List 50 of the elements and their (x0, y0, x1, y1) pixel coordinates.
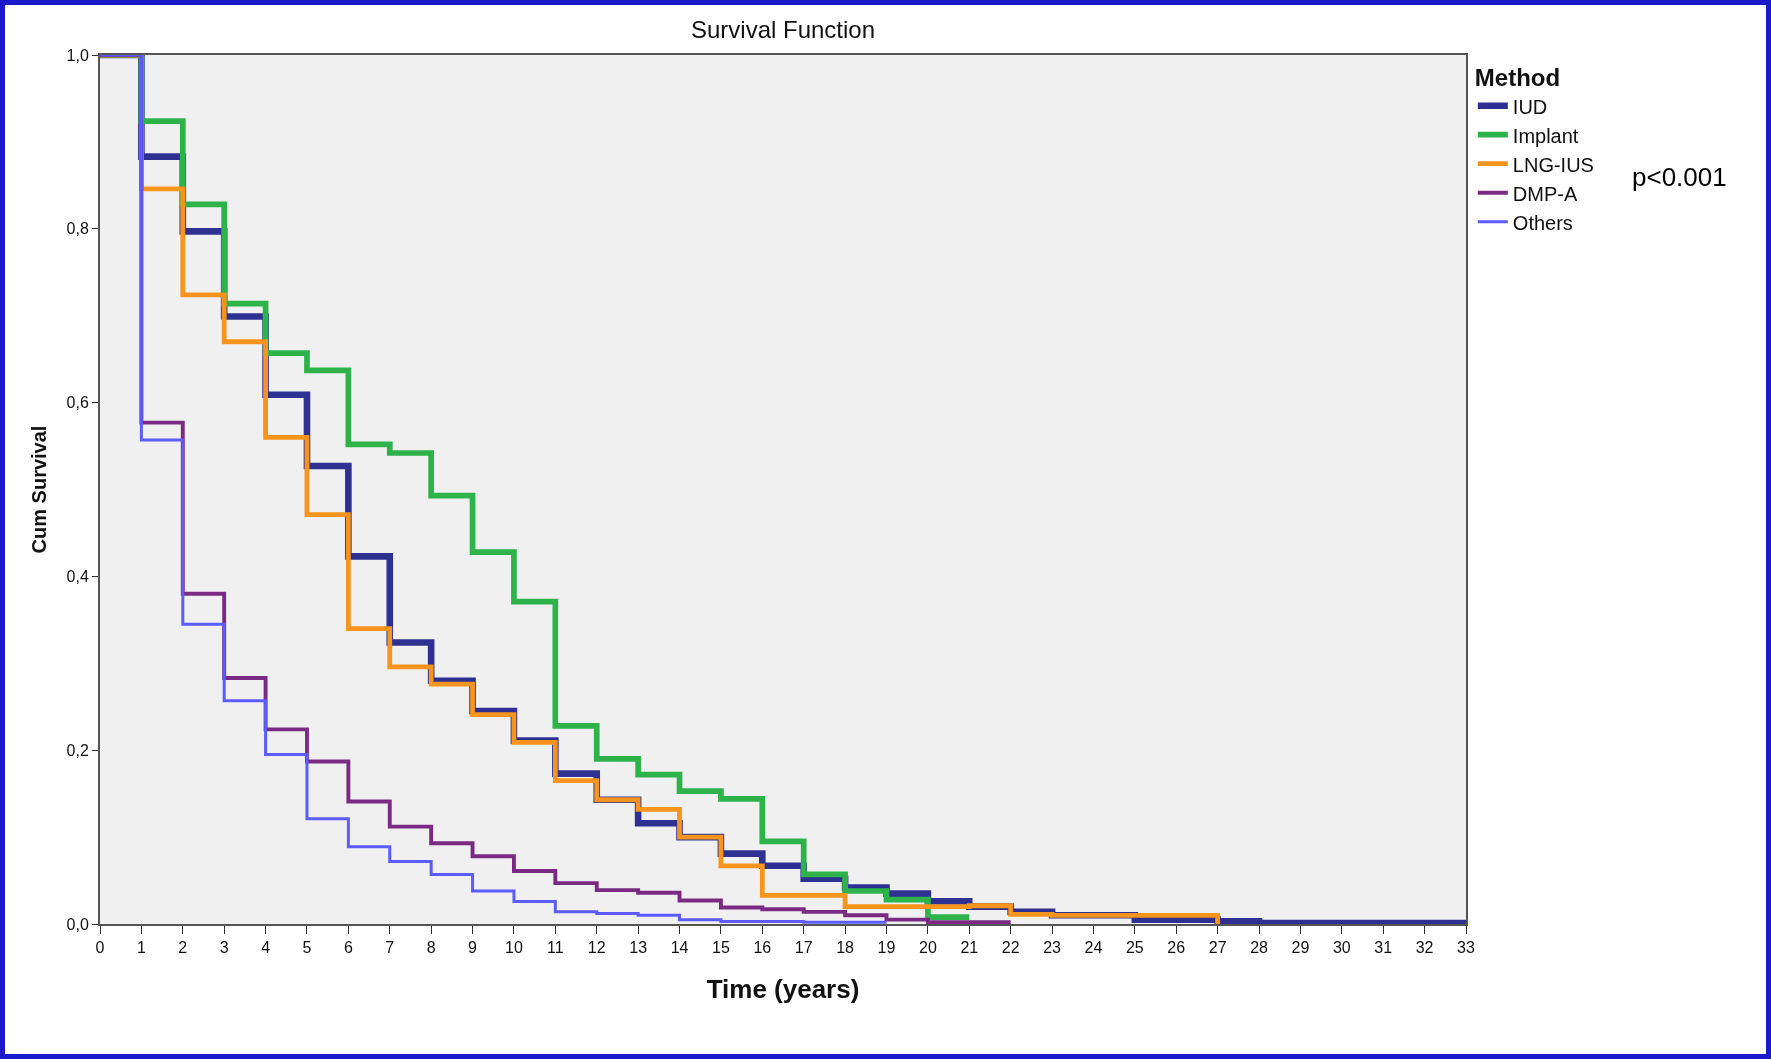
x-tick-label: 24 (1084, 939, 1103, 957)
x-tick-label: 25 (1125, 939, 1144, 957)
x-tick-label: 3 (219, 939, 229, 957)
legend-label: DMP-A (1512, 182, 1578, 205)
x-tick-label: 17 (794, 939, 813, 957)
y-axis-title: Cum Survival (27, 425, 50, 554)
y-tick-label: 0,0 (66, 915, 89, 933)
x-tick-label: 33 (1457, 939, 1475, 957)
x-tick-label: 30 (1332, 939, 1351, 957)
legend-label: Others (1512, 211, 1573, 234)
x-tick-label: 22 (1001, 939, 1020, 957)
y-tick-label: 1,0 (66, 46, 89, 64)
x-tick-label: 26 (1167, 939, 1186, 957)
x-tick-label: 6 (343, 939, 353, 957)
text: p<0.001 (1632, 162, 1727, 192)
x-tick-label: 19 (877, 939, 896, 957)
x-tick-label: 7 (385, 939, 395, 957)
x-tick-label: 11 (547, 939, 564, 957)
x-tick-label: 9 (468, 939, 478, 957)
legend-label: Implant (1512, 124, 1579, 147)
x-tick-label: 18 (836, 939, 855, 957)
x-tick-label: 10 (505, 939, 523, 957)
x-tick-label: 21 (960, 939, 979, 957)
x-tick-label: 14 (670, 939, 689, 957)
x-tick-label: 27 (1208, 939, 1227, 957)
y-tick-label: 0,2 (66, 741, 89, 759)
x-axis-title: Time (years) (706, 974, 860, 1005)
x-tick-label: 1 (136, 939, 146, 957)
x-tick-label: 8 (426, 939, 436, 957)
legend-title: Method (1474, 64, 1561, 92)
x-tick-label: 12 (587, 939, 606, 957)
x-tick-label: 23 (1043, 939, 1062, 957)
y-tick-label: 0,6 (66, 394, 89, 412)
x-tick-label: 28 (1250, 939, 1269, 957)
x-tick-label: 16 (753, 939, 772, 957)
legend-label: IUD (1512, 95, 1548, 118)
x-tick-label: 0 (95, 939, 105, 957)
x-tick-label: 15 (712, 939, 730, 957)
x-tick-label: 31 (1374, 939, 1393, 957)
x-tick-label: 20 (918, 939, 937, 957)
x-tick-label: 29 (1291, 939, 1310, 957)
x-tick-label: 13 (629, 939, 648, 957)
chart-title: Survival Function (690, 15, 876, 43)
legend-label: LNG-IUS (1512, 153, 1594, 176)
y-tick-label: 0,8 (66, 220, 89, 238)
x-tick-label: 5 (302, 939, 312, 957)
x-tick-label: 2 (178, 939, 188, 957)
x-tick-label: 4 (261, 939, 271, 957)
y-tick-label: 0,4 (66, 568, 89, 585)
x-tick-label: 32 (1415, 939, 1434, 957)
